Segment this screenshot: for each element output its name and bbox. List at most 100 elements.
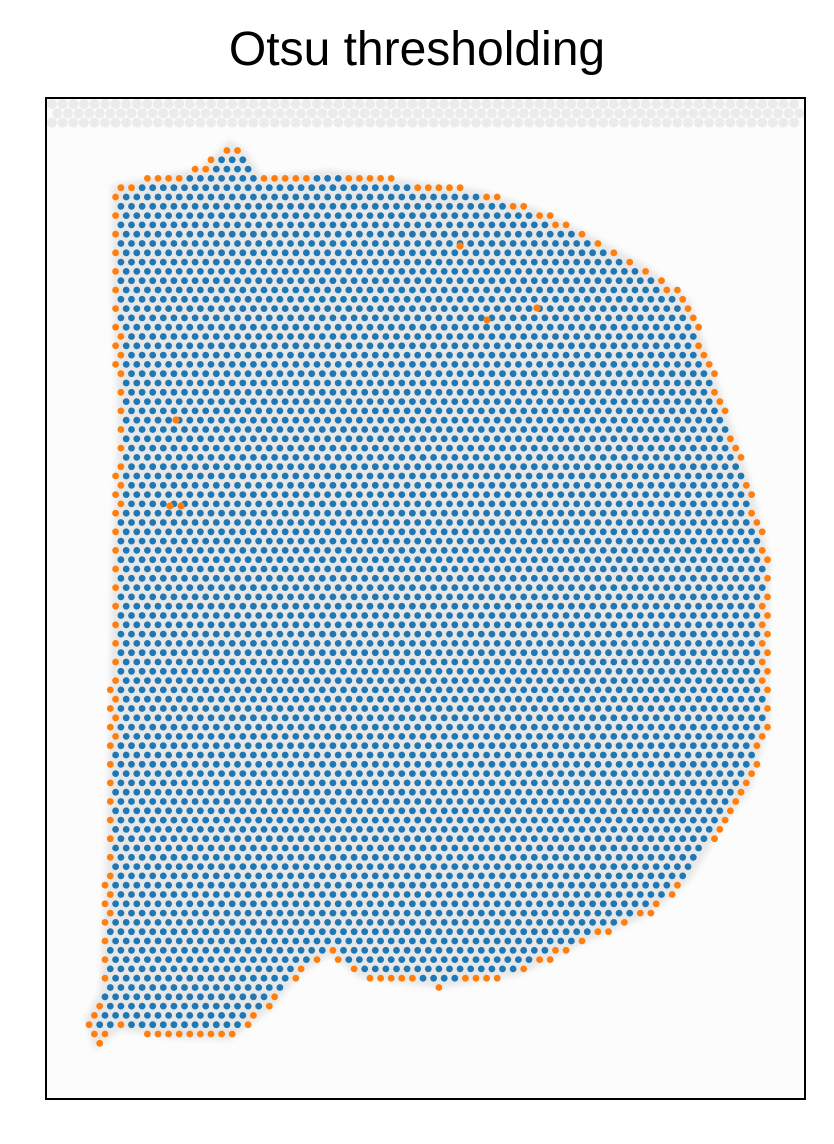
background-spot [62,108,73,119]
tissue-spot [170,407,178,415]
tissue-spot [658,686,665,694]
tissue-spot [594,295,602,303]
tissue-spot [345,770,353,777]
tissue-spot [292,491,300,498]
tissue-spot [748,547,755,554]
tissue-spot [356,714,363,722]
tissue-spot [387,472,395,480]
tissue-spot [170,184,178,192]
tissue-spot [128,612,135,619]
tissue-spot [292,379,300,387]
tissue-spot [212,537,220,545]
tissue-spot [610,565,618,573]
tissue-spot [340,295,347,303]
tissue-spot [414,481,422,489]
background-spot [566,99,577,109]
tissue-spot [133,565,141,573]
tissue-spot [546,677,554,684]
tissue-spot [509,779,517,787]
tissue-spot [387,565,395,573]
background-spot [555,117,566,128]
tissue-spot [393,742,400,750]
tissue-spot [138,295,146,303]
tissue-spot [218,733,226,740]
tissue-spot [530,686,538,694]
tissue-spot [308,221,316,229]
tissue-spot [493,454,501,461]
tissue-spot [430,844,437,852]
tissue-spot [281,677,289,684]
boundary-spot [313,956,321,963]
tissue-spot [525,937,533,945]
tissue-spot [207,286,215,294]
tissue-spot [727,602,734,610]
tissue-spot [451,584,459,591]
tissue-spot [393,295,400,303]
tissue-spot [594,333,602,340]
tissue-spot [186,695,194,703]
tissue-spot [721,444,729,452]
tissue-spot [621,714,628,722]
tissue-spot [552,723,559,731]
background-spot [126,108,137,119]
tissue-spot [520,649,528,657]
tissue-spot [499,742,506,750]
tissue-spot [493,956,501,963]
background-spot [100,99,110,109]
tissue-spot [122,435,130,443]
tissue-spot [212,909,220,917]
tissue-spot [387,491,395,498]
tissue-spot [689,519,697,526]
tissue-spot [202,370,210,378]
tissue-spot [366,695,374,703]
tissue-spot [144,286,151,294]
tissue-spot [424,798,432,805]
boundary-spot [424,184,432,192]
tissue-spot [552,556,559,564]
tissue-spot [647,277,655,285]
tissue-spot [244,481,252,489]
tissue-spot [350,221,358,229]
tissue-spot [621,826,628,833]
tissue-spot [557,900,565,908]
tissue-spot [504,602,512,610]
tissue-spot [144,565,151,573]
tissue-spot [658,370,665,378]
tissue-spot [562,370,570,378]
tissue-spot [727,695,734,703]
tissue-spot [557,528,565,536]
tissue-spot [366,844,374,852]
tissue-spot [504,826,512,833]
background-spot [322,99,333,109]
tissue-spot [133,342,141,350]
tissue-spot [212,314,220,322]
tissue-spot [504,919,512,926]
tissue-spot [451,435,459,443]
tissue-spot [605,426,612,433]
tissue-spot [409,230,416,238]
tissue-spot [165,714,173,722]
tissue-spot [435,649,443,657]
tissue-spot [568,435,575,443]
tissue-spot [128,388,135,396]
tissue-spot [647,388,655,396]
tissue-spot [525,919,533,926]
tissue-spot [144,826,151,833]
background-spot [619,99,630,109]
tissue-spot [377,900,384,908]
tissue-spot [334,249,342,257]
tissue-spot [525,323,533,331]
tissue-spot [446,760,453,768]
tissue-spot [652,677,660,684]
tissue-spot [387,193,395,201]
tissue-spot [366,398,374,405]
tissue-spot [456,500,464,508]
tissue-spot [318,500,326,508]
tissue-spot [525,584,533,591]
tissue-spot [308,612,316,619]
tissue-spot [684,379,692,387]
tissue-spot [371,909,379,917]
tissue-spot [393,258,400,266]
tissue-spot [440,807,448,815]
tissue-spot [451,212,459,220]
